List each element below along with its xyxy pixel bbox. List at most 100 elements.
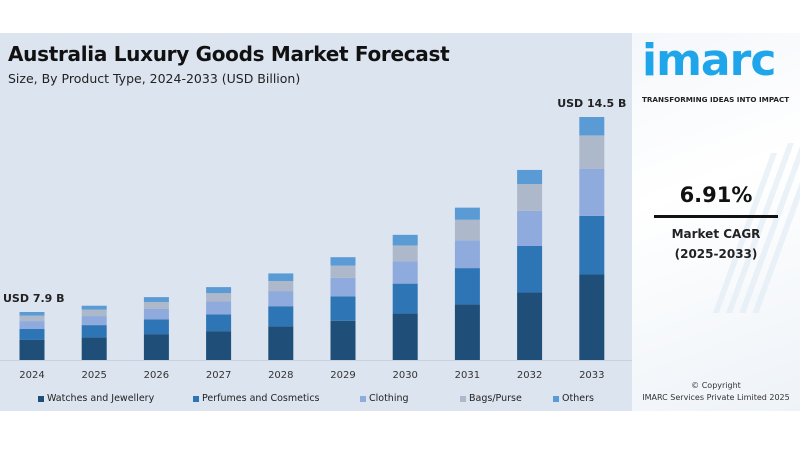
stacked-bar-chart: 2024 2025 2026 2027 2028 2029 2030 2031 2032 2033…: [0, 97, 632, 381]
brand-tagline: TRANSFORMING IDEAS INTO IMPACT: [642, 95, 790, 104]
bar-segment-2027-watches-and-jewellery: [206, 331, 232, 360]
bar-stack-2028: [268, 273, 294, 360]
bar-segment-2025-watches-and-jewellery: [81, 337, 107, 360]
legend-swatch: [553, 395, 559, 402]
x-tick-label: 2033: [579, 370, 604, 381]
chart-subtitle: Size, By Product Type, 2024-2033 (USD Bi…: [8, 71, 301, 86]
bar-segment-2024-clothing: [19, 321, 45, 330]
bar-segment-2028-bags-purse: [268, 280, 294, 292]
bar-segment-2030-bags-purse: [392, 245, 418, 262]
bar-segment-2031-perfumes-and-cosmetics: [454, 268, 480, 305]
bar-segment-2026-watches-and-jewellery: [143, 334, 169, 360]
x-tick-label: 2027: [206, 370, 231, 381]
bar-segment-2033-others: [579, 117, 605, 136]
bar-segment-2028-perfumes-and-cosmetics: [268, 306, 294, 327]
bar-segment-2027-perfumes-and-cosmetics: [206, 314, 232, 332]
x-tick-label: 2026: [144, 370, 169, 381]
bar-stack-2032: [517, 169, 543, 360]
x-tick-label: 2030: [392, 370, 417, 381]
bar-segment-2029-others: [330, 257, 356, 266]
legend-item-perfumes-and-cosmetics: Perfumes and Cosmetics: [193, 393, 320, 404]
bar-stack-2025: [81, 305, 107, 360]
bar-stack-2031: [454, 207, 480, 360]
bar-segment-2032-others: [517, 169, 543, 185]
bar-segment-2032-watches-and-jewellery: [517, 292, 543, 360]
bar-segment-2030-watches-and-jewellery: [392, 313, 418, 360]
bar-segment-2030-others: [392, 234, 418, 246]
legend-item-watches-and-jewellery: Watches and Jewellery: [38, 393, 154, 404]
cagr-divider: [654, 215, 778, 218]
bar-segment-2031-watches-and-jewellery: [454, 304, 480, 360]
bar-segment-2027-bags-purse: [206, 293, 232, 302]
data-label-2033: USD 14.5 B: [557, 97, 626, 110]
x-tick-label: 2025: [81, 370, 106, 381]
x-tick-label: 2028: [268, 370, 293, 381]
x-tick-label: 2031: [455, 370, 480, 381]
data-label-2024: USD 7.9 B: [3, 292, 65, 305]
bar-segment-2024-bags-purse: [19, 315, 45, 322]
imarc-logo: imarc: [642, 35, 776, 86]
cagr-label-block: Market CAGR (2025-2033): [632, 224, 800, 264]
legend-label: Others: [562, 393, 594, 404]
copyright-line-2: IMARC Services Private Limited 2025: [642, 393, 790, 402]
bar-segment-2028-clothing: [268, 291, 294, 307]
cagr-value: 6.91%: [679, 183, 753, 207]
bar-segment-2032-perfumes-and-cosmetics: [517, 245, 543, 293]
info-panel: imarc TRANSFORMING IDEAS INTO IMPACT 6.9…: [632, 33, 800, 411]
cagr-period: (2025-2033): [674, 247, 758, 261]
bar-segment-2026-others: [143, 297, 169, 302]
legend-swatch: [460, 395, 466, 402]
copyright-line-1: © Copyright: [691, 381, 741, 390]
chart-legend: Watches and Jewellery Perfumes and Cosmet…: [0, 391, 632, 409]
bar-segment-2025-clothing: [81, 316, 107, 326]
bar-segment-2032-clothing: [517, 210, 543, 246]
bar-segment-2030-perfumes-and-cosmetics: [392, 283, 418, 314]
bar-segment-2028-others: [268, 273, 294, 281]
bar-stack-2027: [206, 287, 232, 360]
bar-stack-2029: [330, 257, 356, 360]
bar-segment-2026-clothing: [143, 308, 169, 320]
bar-segment-2024-perfumes-and-cosmetics: [19, 329, 45, 340]
bar-segment-2031-bags-purse: [454, 219, 480, 241]
bar-segment-2029-clothing: [330, 277, 356, 297]
bar-segment-2033-bags-purse: [579, 135, 605, 169]
bar-segment-2027-others: [206, 287, 232, 294]
bar-segment-2029-perfumes-and-cosmetics: [330, 296, 356, 321]
legend-item-bags-purse: Bags/Purse: [460, 393, 522, 404]
bar-segment-2031-clothing: [454, 240, 480, 269]
legend-label: Clothing: [369, 393, 409, 404]
bar-segment-2026-perfumes-and-cosmetics: [143, 319, 169, 335]
chart-title: Australia Luxury Goods Market Forecast: [8, 42, 450, 66]
cagr-label: Market CAGR: [671, 227, 761, 241]
bar-segment-2028-watches-and-jewellery: [268, 326, 294, 360]
x-tick-label: 2029: [330, 370, 355, 381]
legend-item-others: Others: [553, 393, 594, 404]
bar-segment-2029-bags-purse: [330, 265, 356, 278]
legend-label: Perfumes and Cosmetics: [202, 393, 320, 404]
bar-segment-2033-perfumes-and-cosmetics: [579, 215, 605, 275]
bar-segment-2031-others: [454, 207, 480, 220]
chart-panel: Australia Luxury Goods Market Forecast S…: [0, 33, 632, 411]
x-tick-label: 2024: [19, 370, 44, 381]
x-tick-label: 2032: [517, 370, 542, 381]
legend-item-clothing: Clothing: [360, 393, 409, 404]
bar-segment-2025-perfumes-and-cosmetics: [81, 325, 107, 338]
bar-stack-2024: [19, 312, 45, 360]
bar-segment-2033-clothing: [579, 168, 605, 216]
legend-swatch: [360, 395, 366, 402]
legend-label: Watches and Jewellery: [47, 393, 155, 404]
bar-segment-2026-bags-purse: [143, 301, 169, 309]
bar-segment-2025-others: [81, 305, 107, 310]
bar-stack-2030: [392, 234, 418, 360]
legend-label: Bags/Purse: [469, 393, 522, 404]
bar-segment-2032-bags-purse: [517, 184, 543, 211]
bar-segment-2025-bags-purse: [81, 309, 107, 317]
bar-segment-2030-clothing: [392, 261, 418, 284]
legend-swatch: [38, 395, 44, 402]
copyright: © Copyright IMARC Services Private Limit…: [632, 380, 800, 404]
bar-segment-2029-watches-and-jewellery: [330, 320, 356, 360]
bar-segment-2033-watches-and-jewellery: [579, 274, 605, 360]
logo-text: imarc: [642, 35, 776, 86]
bar-segment-2027-clothing: [206, 301, 232, 315]
bar-stack-2026: [143, 297, 169, 360]
